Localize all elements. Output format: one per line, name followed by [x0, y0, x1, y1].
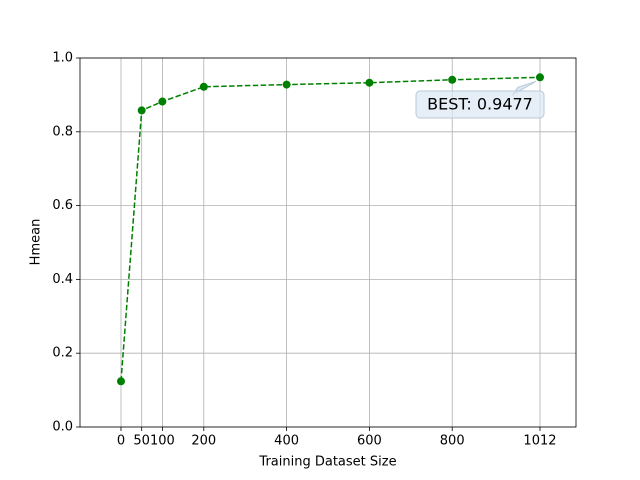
x-tick-label: 200: [191, 434, 216, 449]
plot-frame: [79, 57, 577, 428]
y-tick-label: 0.2: [52, 346, 73, 361]
marker: [116, 377, 125, 386]
x-axis-label: Training Dataset Size: [258, 455, 396, 470]
x-tick-label: 600: [357, 434, 382, 449]
y-tick-label: 0.8: [52, 124, 73, 139]
marker: [137, 106, 146, 115]
y-axis-label: Hmean: [29, 219, 44, 266]
annotation-box: [415, 90, 545, 119]
x-tick-label: 0: [117, 434, 125, 449]
y-tick-label: 0.0: [52, 420, 73, 435]
x-tick-label: 1012: [523, 434, 556, 449]
marker: [199, 82, 208, 91]
x-tick-label: 50: [133, 434, 150, 449]
x-tick-label: 800: [440, 434, 465, 449]
marker: [535, 73, 544, 82]
x-tick-label: 100: [150, 434, 175, 449]
annotation: BEST: 0.9477: [427, 95, 533, 114]
marker: [158, 97, 167, 106]
y-tick-label: 0.4: [52, 272, 73, 287]
marker: [365, 78, 374, 87]
marker: [282, 80, 291, 89]
y-tick-label: 0.6: [52, 198, 73, 213]
y-tick-label: 1.0: [52, 51, 73, 66]
x-tick-label: 400: [274, 434, 299, 449]
line: [120, 76, 541, 382]
marker: [448, 75, 457, 84]
